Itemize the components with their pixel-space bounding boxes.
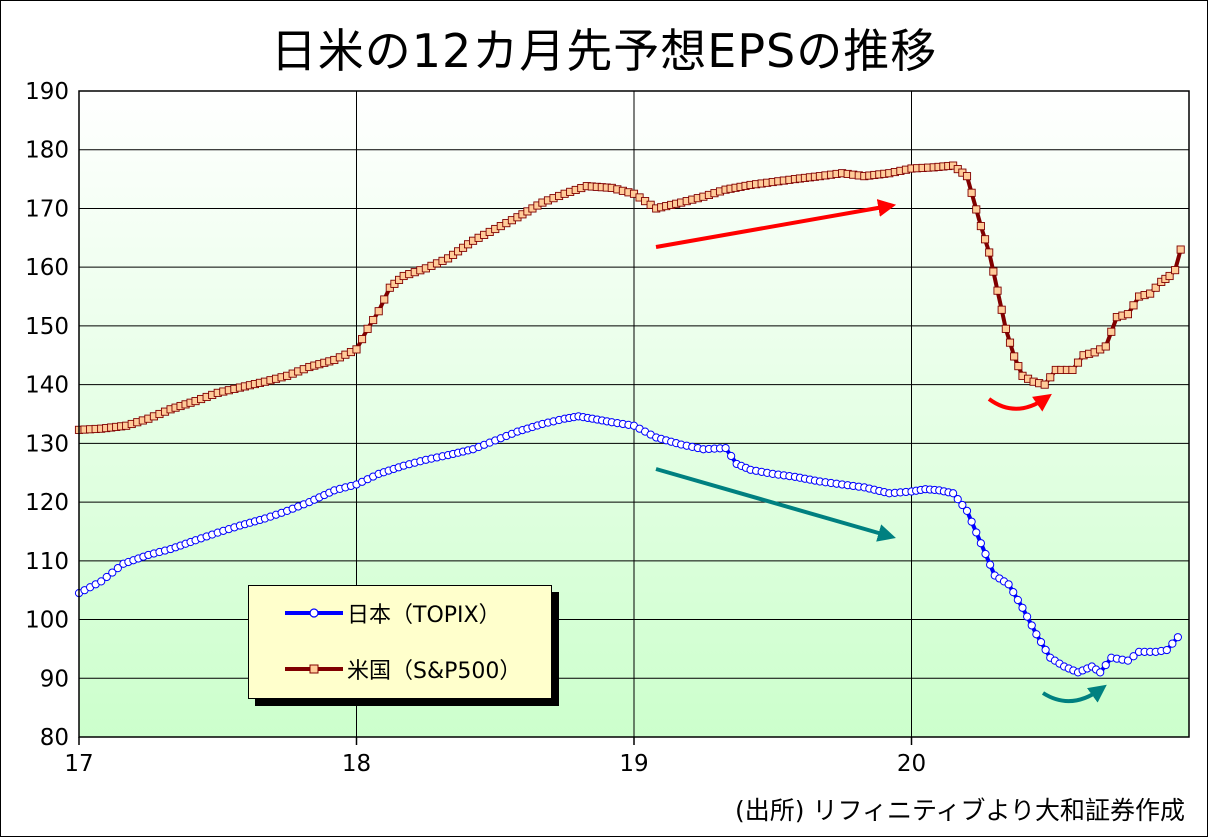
y-tick-label: 160 [25,255,69,281]
data-point-us [976,222,985,231]
y-tick-label: 130 [25,431,69,457]
data-point-us [993,286,1002,295]
data-point-us [1129,301,1138,310]
data-point-japan [981,549,990,559]
data-point-japan [949,489,958,498]
y-tick-label: 140 [25,373,69,399]
us-rebound-arrow [987,393,1052,412]
data-point-us [1010,352,1019,361]
data-point-japan [1036,637,1046,647]
chart-title: 日米の12カ月先予想EPSの推移 [270,24,938,78]
data-point-us [1151,283,1160,292]
data-point-us [962,172,972,181]
data-point-japan [1004,580,1013,589]
data-point-japan [113,564,122,573]
data-point-japan [1009,588,1018,597]
data-point-us [1107,327,1116,336]
data-point-japan [976,539,985,548]
y-tick-label: 190 [25,79,69,105]
y-tick-label: 80 [40,725,69,751]
data-point-japan [1032,630,1041,639]
data-point-us [980,235,990,244]
data-point-us [972,205,981,214]
y-tick-label: 150 [25,314,69,340]
y-tick-label: 170 [25,196,69,222]
data-point-us [380,295,389,304]
legend-label-japan: 日本（TOPIX） [347,603,501,628]
data-point-us [985,248,994,257]
data-point-japan [1018,603,1027,612]
data-point-us [363,324,372,333]
data-point-japan [1041,645,1050,654]
japan-rebound-arrow [1041,684,1107,704]
plot-border [78,90,1190,738]
legend-swatch-us [285,664,343,674]
x-tick-label: 18 [342,751,371,777]
data-point-us [1040,380,1049,389]
data-point-japan [1173,633,1183,642]
data-point-japan [108,568,117,577]
x-tick-label: 17 [64,751,93,777]
data-point-japan [1168,639,1177,648]
data-point-japan [1101,660,1110,670]
data-point-japan [1027,621,1036,630]
data-point-japan [967,517,976,526]
data-point-us [997,305,1006,314]
us-trend-arrow [655,199,897,249]
data-point-us [1146,289,1155,298]
data-point-us [352,345,361,354]
x-axis-ticks: 17 18 19 20 [64,737,926,777]
data-point-japan [953,495,962,504]
x-tick-label: 19 [619,751,648,777]
legend-swatch-japan [285,608,343,618]
legend-label-us: 米国（S&P500） [347,659,522,684]
data-point-japan [102,572,111,582]
data-point-us [1171,266,1180,275]
data-point-japan [721,443,730,453]
y-tick-label: 100 [25,608,69,634]
data-point-us [1176,245,1185,254]
japan-trend-arrow [655,467,896,542]
data-point-japan [97,577,106,586]
trend-arrows [655,199,1107,704]
data-point-japan [1162,645,1171,655]
data-point-japan [1023,612,1032,621]
data-point-us [989,267,998,276]
series-layer [74,161,1185,677]
y-tick-label: 120 [25,490,69,516]
x-tick-label: 20 [897,751,926,777]
data-point-japan [727,451,736,461]
y-axis-ticks: 80 90 100 110 120 130 140 150 160 170 180 190 [25,79,69,751]
data-point-japan [986,560,995,569]
data-point-japan [1129,652,1138,661]
data-point-us [1068,365,1077,375]
data-point-us [1073,358,1083,367]
data-point-us [1046,373,1055,382]
source-note: (出所) リフィニティブより大和証券作成 [735,796,1185,825]
legend: 日本（TOPIX） 米国（S&P500） [248,585,552,699]
data-point-japan [972,528,981,537]
data-point-us [358,335,367,344]
legend-item-japan: 日本（TOPIX） [249,598,501,628]
y-tick-label: 180 [25,138,69,164]
data-point-japan [962,506,972,515]
data-point-japan [1013,595,1022,605]
legend-item-us: 米国（S&P500） [249,654,521,684]
data-point-us [374,307,383,316]
y-tick-label: 90 [40,666,69,692]
data-point-japan [1123,656,1133,665]
data-point-us [1101,342,1110,351]
data-point-us [967,188,976,197]
data-point-us [369,315,378,325]
data-point-us [1005,338,1015,347]
y-tick-label: 110 [25,549,69,575]
data-point-japan [958,500,967,510]
data-point-us [1123,310,1132,319]
data-point-us [1001,324,1010,333]
data-point-us [1165,271,1174,281]
data-point-japan [1096,668,1105,677]
data-point-us [1014,362,1023,371]
